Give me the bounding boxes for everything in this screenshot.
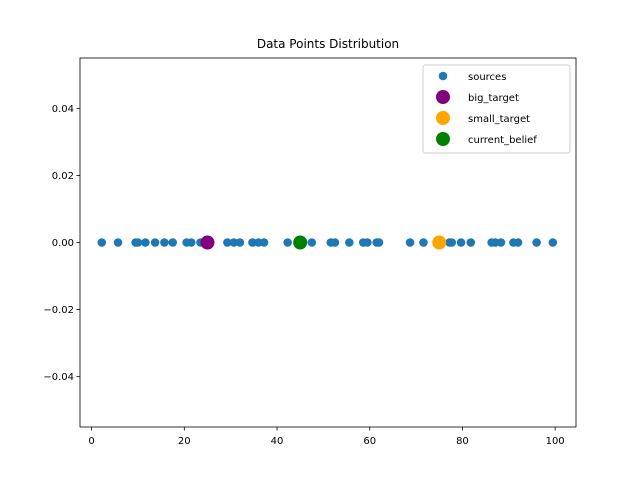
sources-point <box>374 238 384 247</box>
sources-point <box>223 238 232 247</box>
sources-point <box>548 238 558 247</box>
legend: sources big_target small_target current_bel… <box>422 64 571 154</box>
y-tick-label: −0.02 <box>43 305 74 316</box>
sources-point <box>248 238 257 247</box>
sources-point <box>532 238 541 247</box>
sources-point <box>168 238 178 247</box>
x-tick-label: 100 <box>546 436 565 447</box>
sources-point <box>133 238 143 247</box>
legend-label-current_belief: current_belief <box>468 135 537 146</box>
sources-point <box>419 238 428 247</box>
legend-marker-big_target <box>436 90 450 104</box>
sources-point <box>447 238 457 247</box>
sources-point <box>186 238 196 247</box>
sources-point <box>405 238 415 247</box>
sources-point <box>141 238 150 247</box>
legend-marker-small_target <box>436 111 450 125</box>
small_target-point <box>432 235 447 250</box>
sources-point <box>235 238 245 247</box>
legend-label-sources: sources <box>468 72 506 83</box>
plot-area: 0 20 40 60 80 100 −0.04 −0.02 0.00 0.02 0.04 <box>43 57 577 447</box>
sources-point <box>259 238 269 247</box>
sources-point <box>345 238 354 247</box>
sources-point <box>307 238 317 247</box>
sources-point <box>330 238 340 247</box>
x-tick-label: 20 <box>178 436 191 447</box>
y-tick-label: −0.04 <box>43 372 74 383</box>
y-tick-label: 0.04 <box>52 104 74 115</box>
sources-point <box>466 238 476 247</box>
current_belief-point <box>293 235 308 250</box>
big_target-point <box>200 235 215 250</box>
sources-point <box>150 238 160 247</box>
y-tick-label: 0.02 <box>52 171 74 182</box>
sources-point <box>363 238 372 247</box>
x-tick-label: 60 <box>363 436 376 447</box>
legend-marker-sources <box>438 71 448 81</box>
x-tick-label: 0 <box>88 436 94 447</box>
sources-point <box>496 238 506 247</box>
sources-point <box>113 238 123 247</box>
sources-point <box>283 238 292 247</box>
legend-box <box>422 64 571 154</box>
sources-point <box>229 238 239 247</box>
y-tick-label: 0.00 <box>52 238 74 249</box>
legend-marker-current_belief <box>436 132 450 146</box>
sources-point <box>513 238 523 247</box>
sources-point <box>160 238 169 247</box>
sources-point <box>97 238 107 247</box>
legend-label-small_target: small_target <box>468 114 530 125</box>
sources-point <box>456 238 466 247</box>
chart-title: Data Points Distribution <box>257 37 399 51</box>
x-tick-label: 80 <box>456 436 469 447</box>
x-tick-label: 40 <box>271 436 284 447</box>
legend-label-big_target: big_target <box>468 93 519 104</box>
